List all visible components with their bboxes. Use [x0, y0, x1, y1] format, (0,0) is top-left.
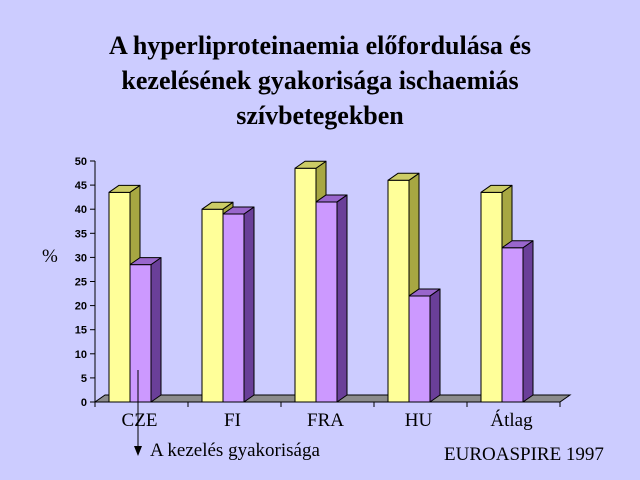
y-tick-label: 40 [75, 204, 87, 216]
treatment-annotation: A kezelés gyakorisága [150, 440, 320, 461]
source-label: EUROASPIRE 1997 [444, 444, 604, 465]
y-tick-label: 5 [81, 373, 87, 385]
bar-series2-3 [408, 288, 441, 403]
annotation-arrow-head [134, 446, 142, 456]
y-tick-label: 50 [75, 156, 87, 168]
y-tick-label: 45 [75, 180, 87, 192]
x-tick-label: CZE [122, 410, 158, 431]
title-line-2: kezelésének gyakorisága ischaemiás [121, 66, 519, 95]
x-tick-label: FI [224, 410, 241, 431]
y-tick-label: 20 [75, 301, 87, 313]
y-tick-label: 30 [75, 252, 87, 264]
y-tick-label: 35 [75, 228, 87, 240]
bar-series2-2 [315, 194, 348, 403]
y-tick-label: 15 [75, 325, 87, 337]
x-tick-label: HU [405, 410, 433, 431]
bar-series2-0 [129, 257, 162, 403]
y-tick-label: 0 [81, 397, 87, 409]
bar-series2-1 [222, 206, 255, 403]
x-tick-label: FRA [307, 410, 344, 431]
y-tick-label: 25 [75, 277, 87, 289]
y-tick-label: 10 [75, 349, 87, 361]
bar-series2-4 [501, 240, 534, 403]
y-axis-label: % [42, 246, 58, 267]
x-tick-label: Átlag [490, 409, 533, 431]
title-line-3: szívbetegekben [236, 101, 404, 130]
chart-title: A hyperliproteinaemia előfordulása és ke… [0, 28, 640, 133]
title-line-1: A hyperliproteinaemia előfordulása és [108, 31, 531, 60]
